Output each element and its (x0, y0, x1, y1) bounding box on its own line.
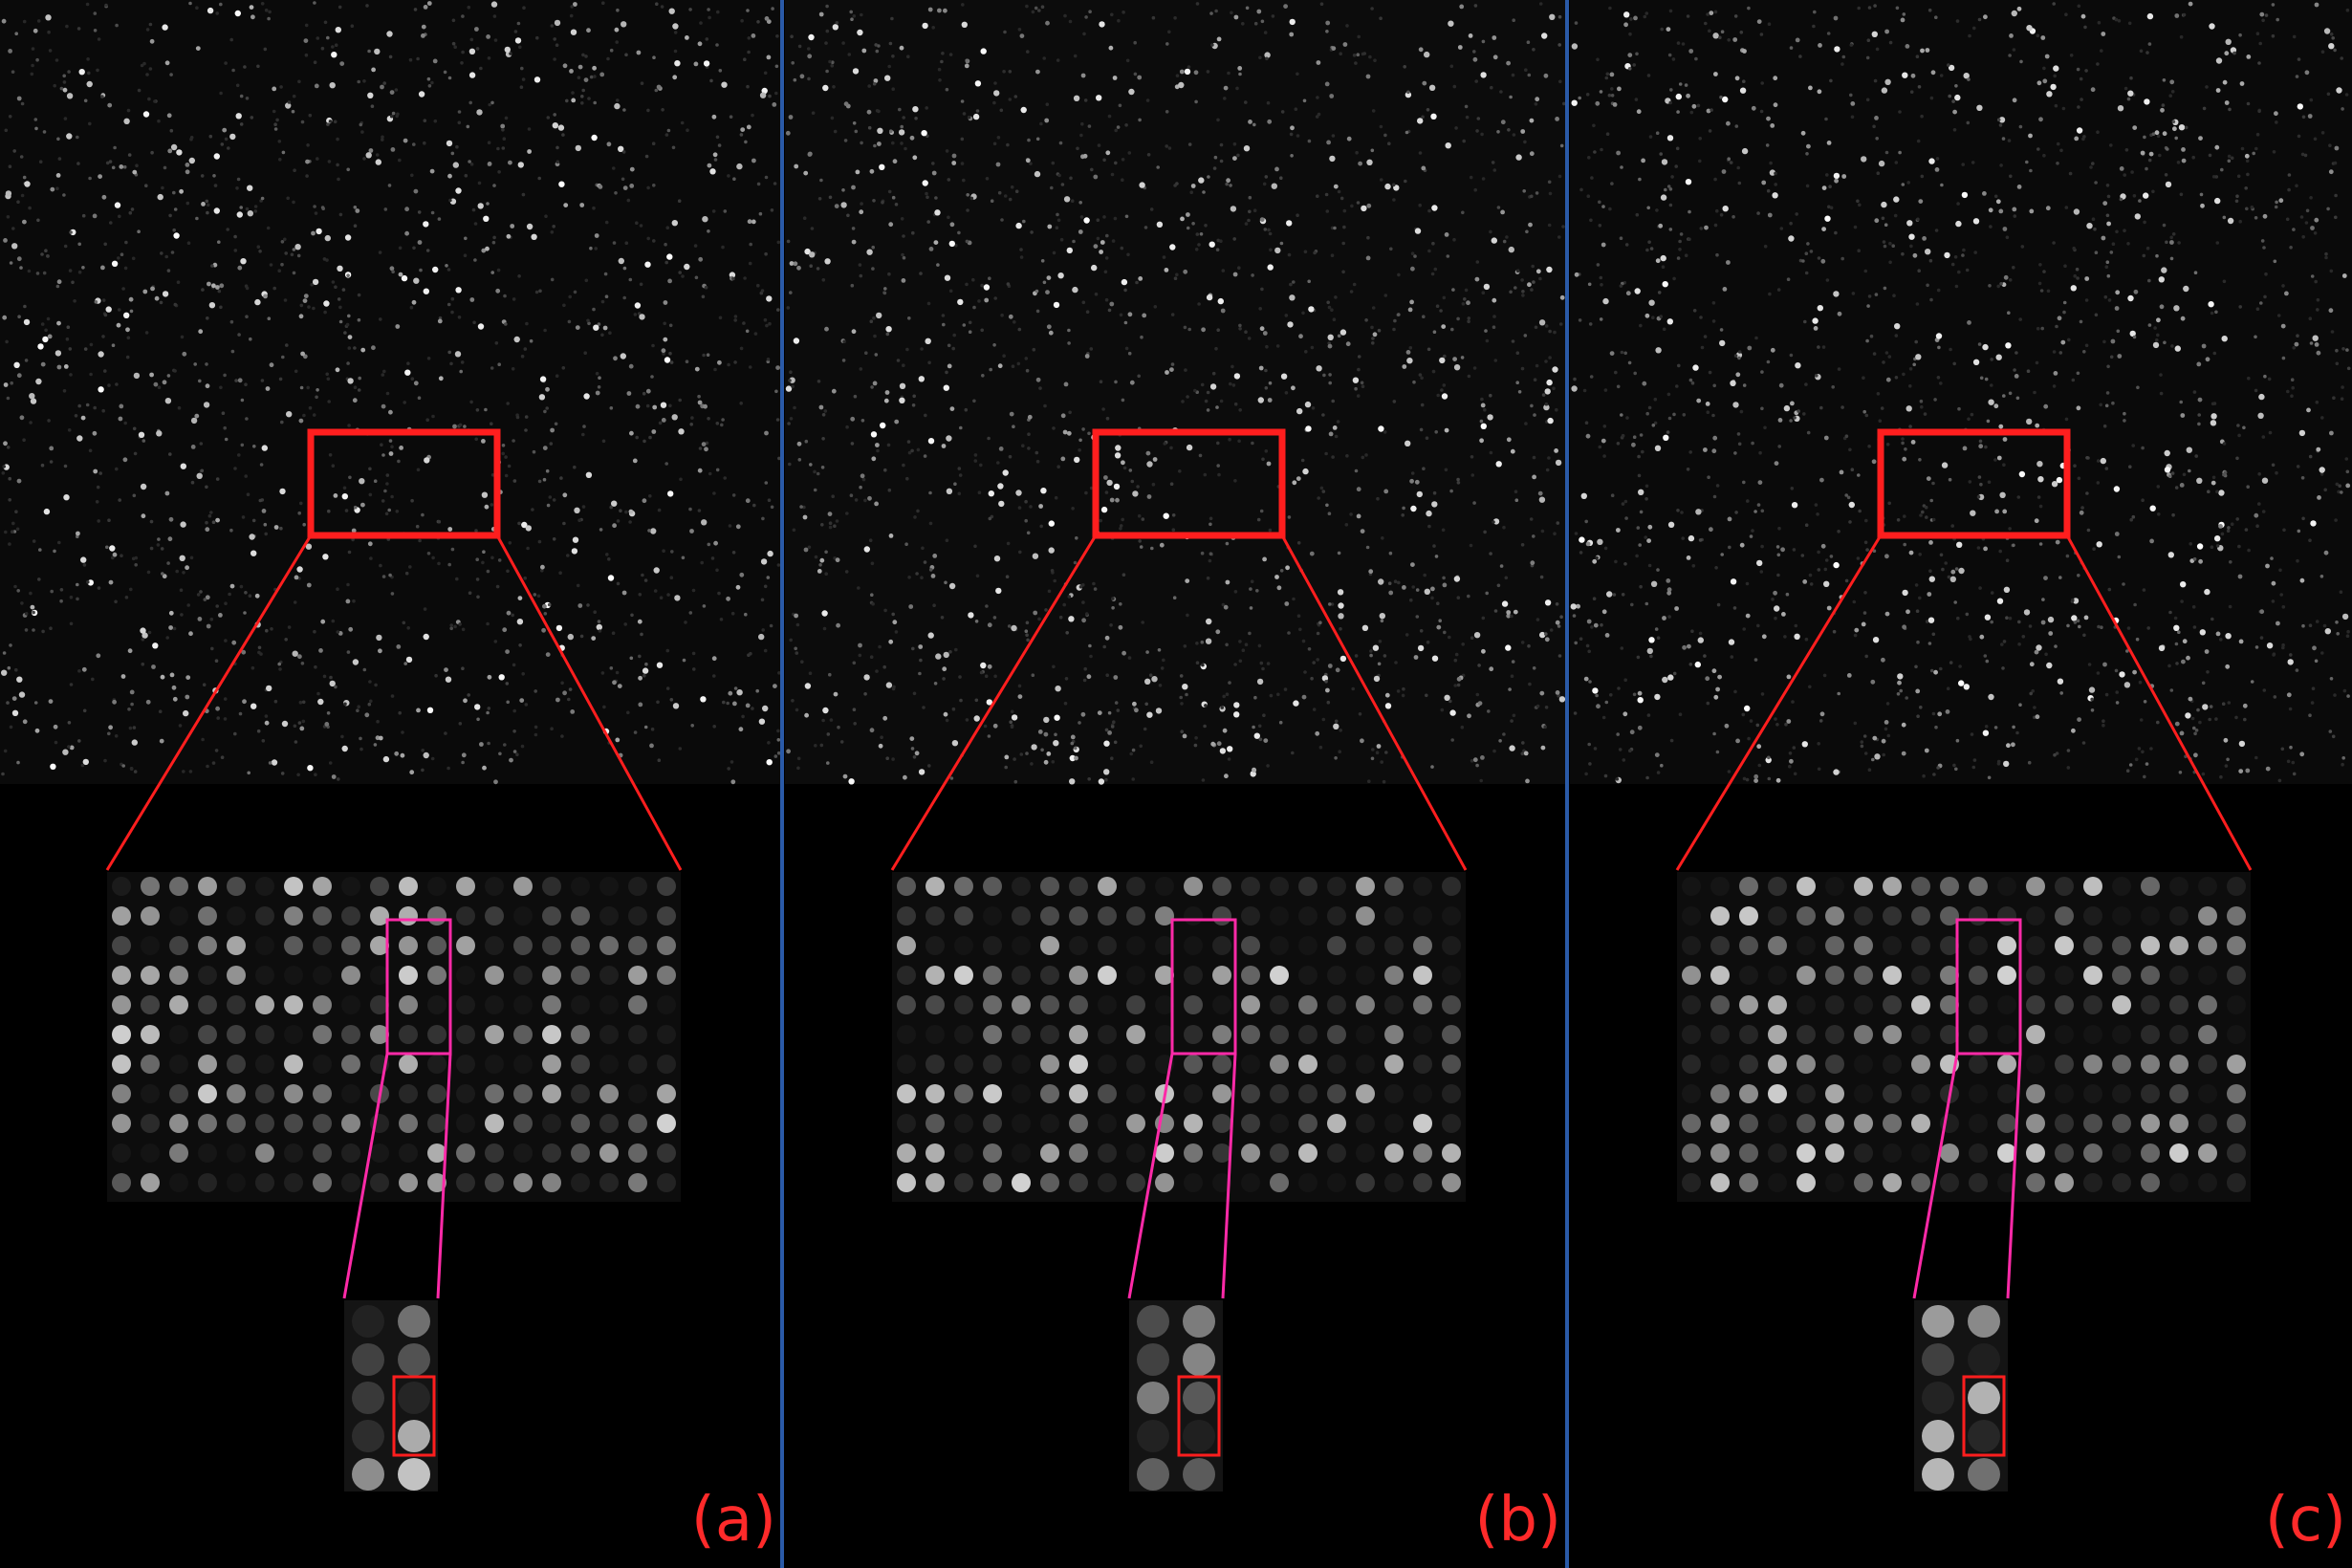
detail-box (1962, 1375, 2006, 1457)
zoom-box (307, 428, 501, 539)
sub-zoom-line-right (2006, 1053, 2022, 1299)
zoom-box (1877, 428, 2071, 539)
starfield (1570, 0, 2352, 784)
zoom-line-right (1280, 534, 1468, 871)
zoom-line-left (1675, 534, 1883, 871)
starfield (785, 0, 1567, 785)
starfield (0, 0, 782, 785)
divider-right (1565, 0, 1569, 1568)
detail-box (392, 1375, 436, 1457)
zoom-inset (107, 872, 681, 1202)
panel-c: (c) (1570, 0, 2352, 1568)
sub-zoom-box (385, 918, 452, 1056)
panel-c-label: (c) (2264, 1485, 2346, 1556)
sub-zoom-box (1955, 918, 2022, 1056)
zoom-line-right (495, 534, 683, 871)
zoom-line-left (105, 534, 313, 871)
zoom-inset (892, 872, 1466, 1202)
panel-b: (b) (785, 0, 1567, 1568)
sub-zoom-line-left (1912, 1053, 1959, 1299)
panel-c-canvas (1570, 0, 2352, 1492)
sub-zoom-inset (344, 1300, 438, 1492)
sub-zoom-inset (1129, 1300, 1223, 1492)
zoom-line-right (2065, 534, 2253, 871)
panel-b-label: (b) (1474, 1485, 1561, 1556)
sub-zoom-line-right (436, 1053, 452, 1299)
sub-zoom-box (1170, 918, 1237, 1056)
zoom-line-left (890, 534, 1098, 871)
sub-zoom-line-left (342, 1053, 389, 1299)
panel-a-canvas (0, 0, 782, 1492)
sub-zoom-line-left (1127, 1053, 1174, 1299)
panel-a: (a) (0, 0, 782, 1568)
detail-box (1177, 1375, 1221, 1457)
panel-b-canvas (785, 0, 1567, 1492)
panel-a-label: (a) (690, 1485, 776, 1556)
zoom-box (1092, 428, 1286, 539)
zoom-inset (1677, 872, 2251, 1202)
sub-zoom-inset (1914, 1300, 2008, 1492)
divider-left (780, 0, 784, 1568)
sub-zoom-line-right (1221, 1053, 1237, 1299)
